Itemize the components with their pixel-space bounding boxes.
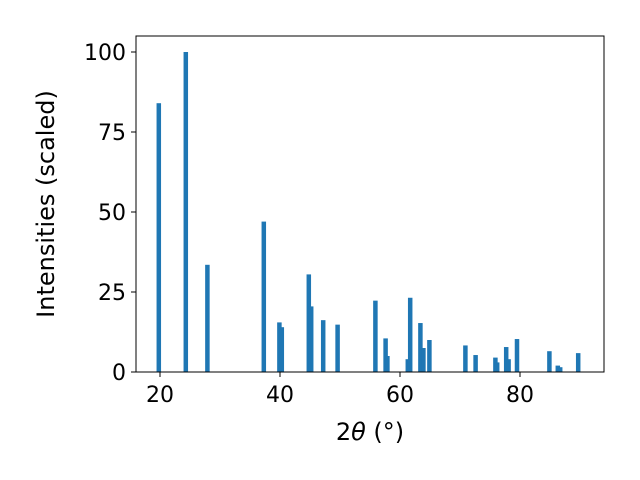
y-axis-label: Intensities (scaled): [32, 90, 60, 318]
bar: [421, 348, 426, 372]
plot-area-frame: [135, 35, 605, 373]
bar: [555, 365, 561, 372]
bar: [306, 274, 312, 372]
bar: [547, 351, 552, 372]
bar: [427, 340, 432, 372]
bar: [277, 322, 282, 372]
bar: [575, 353, 581, 372]
y-tick-label: 50: [98, 201, 126, 226]
y-tick-label: 25: [98, 281, 126, 306]
bar: [473, 355, 478, 372]
y-tick-label: 75: [98, 121, 126, 146]
x-tick-label: 20: [146, 383, 174, 408]
y-tick-label: 100: [84, 41, 126, 66]
bar: [279, 327, 285, 372]
bar: [385, 356, 390, 372]
bar: [418, 323, 423, 372]
bar: [514, 339, 520, 372]
bar: [156, 103, 162, 372]
bar: [205, 264, 210, 372]
bar: [494, 362, 500, 372]
bar: [320, 320, 326, 372]
bar: [335, 324, 340, 372]
bar: [407, 297, 413, 372]
bar: [506, 359, 511, 372]
bar: [308, 306, 314, 372]
bar: [405, 359, 411, 372]
y-tick-label: 0: [112, 361, 126, 386]
bar: [557, 367, 563, 372]
y-axis-ticks: 0 25 50 75 100: [84, 41, 136, 386]
x-tick-label: 80: [506, 383, 534, 408]
x-axis-label: 2θ (°): [336, 418, 404, 446]
bar: [383, 338, 388, 372]
bar: [463, 345, 468, 372]
bar: [183, 52, 189, 372]
bar: [373, 300, 378, 372]
bar: [503, 347, 509, 372]
bars-group: [156, 52, 581, 372]
x-tick-label: 40: [266, 383, 294, 408]
x-axis-ticks: 20 40 60 80: [146, 372, 534, 408]
bar: [261, 221, 267, 372]
x-tick-label: 60: [386, 383, 414, 408]
